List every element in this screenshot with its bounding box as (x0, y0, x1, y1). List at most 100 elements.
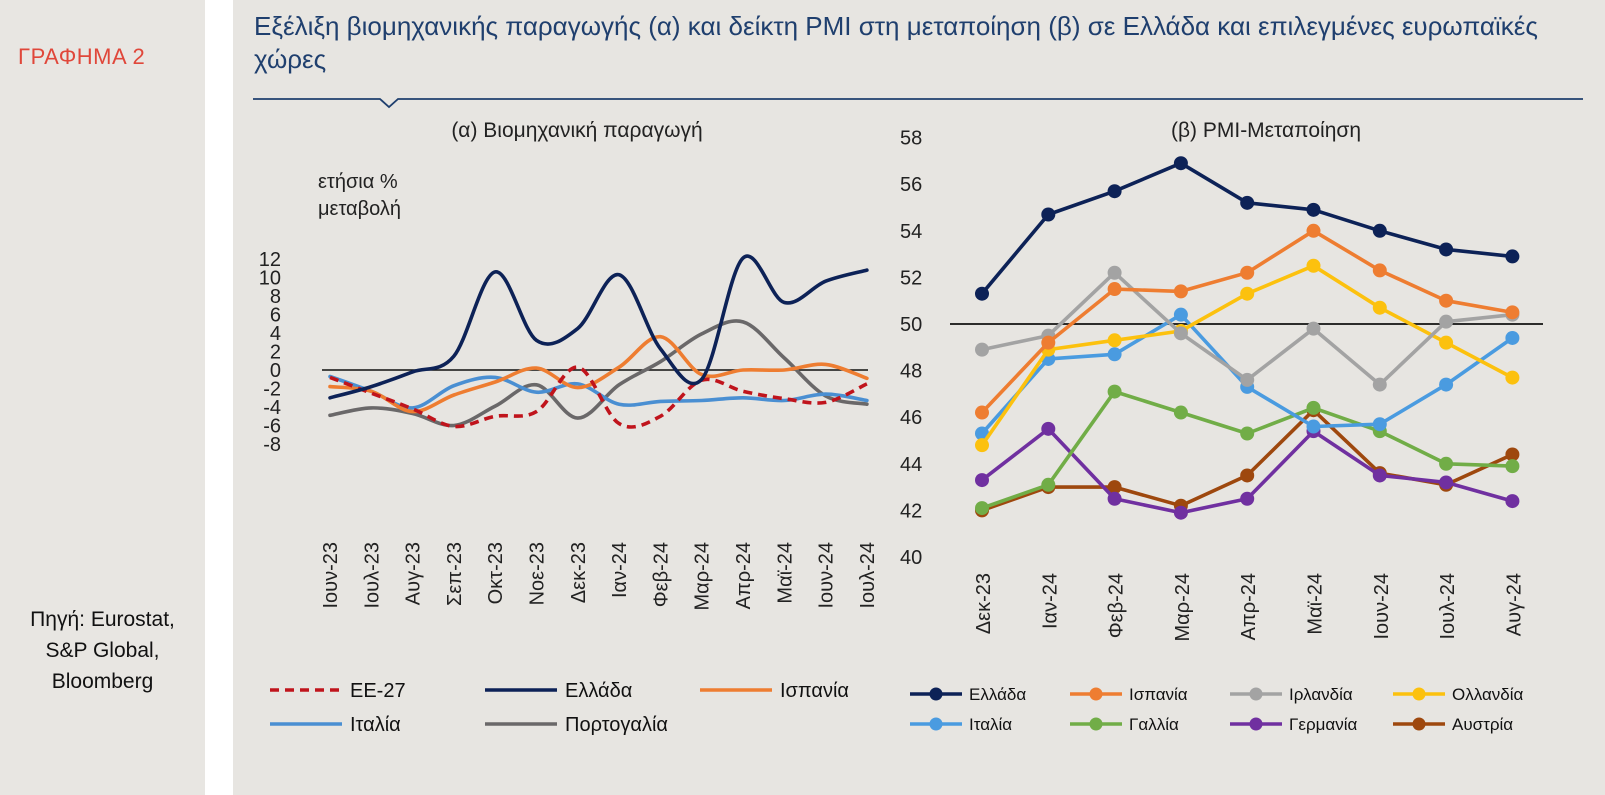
y-tick-label: 50 (900, 314, 922, 336)
y-tick-label: -4 (263, 397, 281, 419)
legend-label: Ιταλία (350, 714, 401, 736)
legend-marker (1089, 687, 1103, 701)
data-point (1439, 377, 1454, 392)
series-line (328, 254, 869, 400)
x-tick-label: Δεκ-23 (568, 542, 590, 603)
y-tick-label: 56 (900, 174, 922, 196)
data-point (1439, 335, 1454, 350)
data-point (1041, 477, 1056, 492)
data-point (1372, 468, 1387, 483)
y-tick-label: 0 (270, 360, 281, 382)
x-tick-label: Μαϊ-24 (774, 542, 796, 604)
legend-label: Ιταλία (969, 715, 1012, 734)
x-tick-label: Μαρ-24 (1172, 573, 1194, 642)
x-tick-label: Ιουν-24 (1371, 573, 1393, 640)
data-point (1041, 421, 1056, 436)
data-point (1173, 326, 1188, 341)
legend-b: Ελλάδα Ισπανία Ιρλανδία Ολλανδία Ιταλία Γαλλί… (910, 685, 1524, 734)
y-tick-label: 4 (270, 323, 281, 345)
y-tick-label: 48 (900, 361, 922, 383)
legend-marker (1249, 717, 1263, 731)
x-tick-label: Ιουλ-24 (1437, 573, 1459, 640)
legend-label: Ισπανία (780, 680, 849, 702)
data-point (1240, 468, 1255, 483)
legend-label: Γαλλία (1129, 715, 1179, 734)
data-point (1173, 156, 1188, 171)
y-tick-label: 2 (270, 342, 281, 364)
data-point (1372, 417, 1387, 432)
data-point (1505, 330, 1520, 345)
y-tick-label: 58 (900, 128, 922, 150)
legend-marker (1089, 717, 1103, 731)
data-point (1240, 195, 1255, 210)
x-tick-label: Απρ-24 (733, 542, 755, 609)
y-tick-label: 46 (900, 407, 922, 429)
data-point (1306, 400, 1321, 415)
chart-number-label: ΓΡΑΦΗΜΑ 2 (18, 44, 146, 69)
data-point (1240, 372, 1255, 387)
y-tick-label: 44 (900, 454, 922, 476)
y-tick-label: 42 (900, 500, 922, 522)
data-point (1240, 426, 1255, 441)
data-point (1505, 447, 1520, 462)
x-tick-label: Νοε-23 (527, 542, 549, 605)
data-point (1439, 314, 1454, 329)
legend-label: ΕΕ-27 (350, 680, 406, 702)
x-tick-label: Μαρ-24 (692, 542, 714, 611)
source-line: S&P Global, (45, 639, 160, 662)
y-tick-label: 6 (270, 305, 281, 327)
legend-a: ΕΕ-27 Ελλάδα Ισπανία Ιταλία Πορτογαλία (270, 680, 849, 736)
data-point (1107, 265, 1122, 280)
data-point (1439, 293, 1454, 308)
data-point (1306, 223, 1321, 238)
data-point (1240, 491, 1255, 506)
chart-a-ylabel: ετήσια % (318, 171, 398, 193)
data-point (1505, 370, 1520, 385)
data-point (1439, 456, 1454, 471)
data-point (1306, 419, 1321, 434)
y-tick-label: 54 (900, 221, 922, 243)
data-point (1107, 491, 1122, 506)
y-tick-label: 12 (259, 249, 281, 271)
legend-label: Ολλανδία (1452, 685, 1524, 704)
x-tick-label: Φεβ-24 (650, 542, 672, 607)
legend-marker (1249, 687, 1263, 701)
x-tick-label: Φεβ-24 (1106, 573, 1128, 638)
data-point (1240, 265, 1255, 280)
x-tick-label: Ιουν-23 (320, 542, 342, 609)
y-tick-label: -2 (263, 379, 281, 401)
data-point (1041, 207, 1056, 222)
data-point (1173, 307, 1188, 322)
chart-a-title: (α) Βιομηχανική παραγωγή (451, 119, 702, 142)
y-tick-label: 40 (900, 547, 922, 569)
data-point (1173, 405, 1188, 420)
data-point (1173, 284, 1188, 299)
x-tick-label: Μαϊ-24 (1305, 573, 1327, 635)
data-point (975, 501, 989, 516)
data-point (1372, 263, 1387, 278)
page-divider (205, 0, 233, 795)
data-point (1240, 286, 1255, 301)
data-point (1107, 333, 1122, 348)
legend-label: Ιρλανδία (1289, 685, 1353, 704)
legend-marker (929, 687, 943, 701)
source-line: Bloomberg (51, 670, 154, 693)
x-tick-label: Δεκ-23 (973, 573, 995, 634)
source-note: Πηγή: Eurostat, S&P Global, Bloomberg (0, 604, 205, 697)
x-tick-label: Ιαν-24 (1039, 573, 1061, 629)
x-tick-label: Αυγ-23 (403, 542, 425, 605)
main-panel (233, 0, 1605, 795)
x-tick-label: Οκτ-23 (485, 542, 507, 604)
data-point (1173, 505, 1188, 520)
y-tick-label: -6 (263, 416, 281, 438)
chart-b-title: (β) PMI-Μεταποίηση (1171, 119, 1361, 142)
data-point (1439, 242, 1454, 257)
x-tick-label: Ιουλ-23 (361, 542, 383, 609)
legend-marker (1412, 687, 1426, 701)
data-point (1372, 300, 1387, 315)
legend-marker (1412, 717, 1426, 731)
title-rule (253, 98, 1583, 109)
data-point (1306, 258, 1321, 273)
